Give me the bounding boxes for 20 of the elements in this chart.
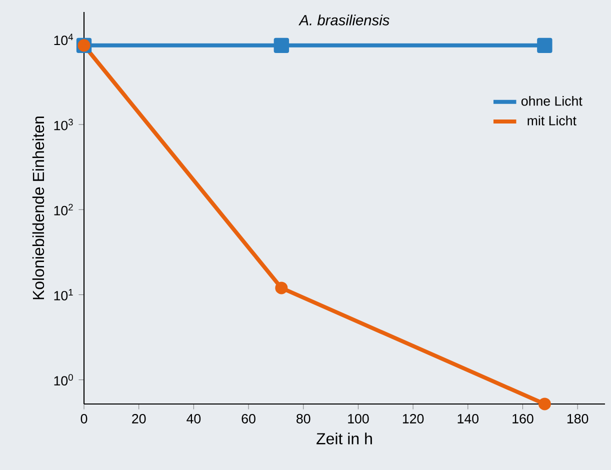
x-tick-label: 140 xyxy=(458,414,478,424)
y-tick-label: 10$^{1}$ xyxy=(54,289,73,300)
y-tick-label: 10$^{4}$ xyxy=(54,34,74,46)
x-tick-label: 120 xyxy=(402,414,424,424)
y-tick-label: 10$^{2}$ xyxy=(54,204,73,216)
x-tick-label: 100 xyxy=(348,414,369,424)
x-tick-label: 60 xyxy=(242,414,256,424)
y-tick-label: 10$^{0}$ xyxy=(54,374,73,386)
x-tick-label: 40 xyxy=(186,414,201,424)
x-tick-label: 0 xyxy=(80,414,88,424)
x-axis-title: Zeit in h xyxy=(316,432,372,444)
x-tick-label: 80 xyxy=(296,414,310,424)
x-tick-label: 180 xyxy=(567,414,588,424)
legend-label: ohne Licht xyxy=(521,96,582,106)
y-axis-title: Koloniebildende Einheiten xyxy=(32,116,44,300)
legend-label: mit Licht xyxy=(528,116,576,126)
chart-title: A. brasiliensis xyxy=(298,14,390,26)
y-tick-label: 10$^{3}$ xyxy=(54,118,73,130)
x-tick-label: 160 xyxy=(512,414,534,424)
x-tick-label: 20 xyxy=(132,414,146,424)
